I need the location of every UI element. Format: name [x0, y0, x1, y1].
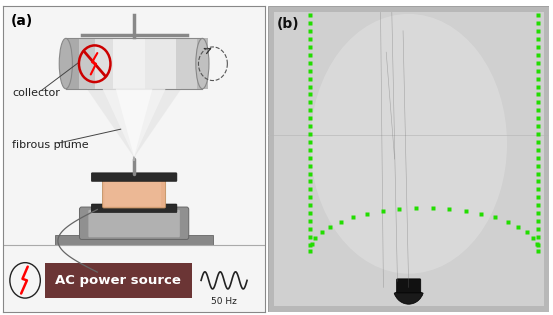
Ellipse shape — [59, 38, 72, 89]
Bar — [79, 38, 95, 89]
Text: 50 Hz: 50 Hz — [211, 297, 237, 306]
Wedge shape — [394, 287, 423, 304]
Text: (a): (a) — [11, 14, 33, 28]
FancyBboxPatch shape — [45, 263, 192, 298]
Text: (b): (b) — [276, 17, 299, 31]
FancyBboxPatch shape — [88, 210, 180, 237]
Bar — [176, 38, 197, 89]
Text: fibrous plume: fibrous plume — [12, 140, 88, 150]
Polygon shape — [103, 89, 165, 157]
FancyBboxPatch shape — [91, 173, 177, 181]
Polygon shape — [87, 89, 181, 158]
Bar — [55, 236, 213, 245]
Polygon shape — [116, 89, 153, 157]
Bar — [145, 38, 176, 89]
Ellipse shape — [196, 38, 209, 89]
Text: collector: collector — [12, 89, 60, 98]
FancyBboxPatch shape — [80, 207, 189, 239]
Bar — [197, 38, 208, 89]
Bar — [66, 38, 202, 89]
Bar — [113, 38, 145, 89]
Text: AC power source: AC power source — [55, 274, 181, 287]
Ellipse shape — [310, 14, 507, 274]
FancyBboxPatch shape — [397, 279, 421, 293]
Bar — [66, 38, 79, 89]
Bar — [95, 38, 113, 89]
FancyBboxPatch shape — [91, 204, 177, 213]
FancyBboxPatch shape — [105, 180, 161, 206]
FancyBboxPatch shape — [103, 177, 165, 208]
